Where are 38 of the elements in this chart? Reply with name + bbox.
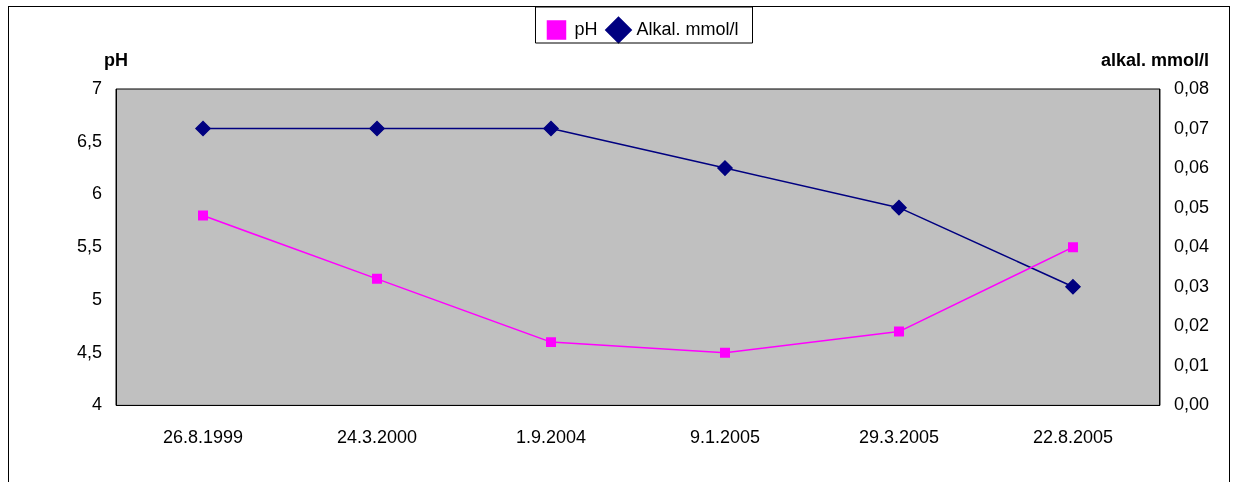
y-tick-label: 5	[92, 288, 103, 309]
y-tick-label: 6,5	[76, 130, 103, 151]
x-tick-label: 22.8.2005	[1032, 427, 1114, 448]
point	[372, 273, 382, 284]
y-tick-label: 4	[92, 394, 103, 415]
y-tick-label: 7	[92, 77, 103, 98]
point	[198, 210, 209, 221]
y2-tick-label: 0,04	[1173, 236, 1210, 257]
point	[195, 120, 211, 137]
x-tick-label: 29.3.2005	[858, 427, 940, 448]
point	[891, 199, 907, 216]
y2-tick-label: 0,07	[1173, 117, 1210, 138]
point	[720, 347, 730, 358]
point	[893, 326, 904, 337]
x-tick-label: 1.9.2004	[515, 427, 587, 448]
y2-tick-label: 0,00	[1173, 394, 1210, 415]
point	[369, 120, 385, 137]
y2-tick-label: 0,08	[1173, 77, 1210, 98]
point	[543, 120, 559, 137]
y-tick-label: 4,5	[76, 341, 103, 362]
x-tick-label: 26.8.1999	[162, 427, 244, 448]
legend-label: pH	[574, 18, 598, 39]
point	[717, 160, 733, 176]
y2-tick-label: 0,02	[1173, 315, 1210, 336]
y2-tick-label: 0,03	[1173, 275, 1210, 296]
point	[546, 337, 556, 348]
y2-tick-label: 0,05	[1173, 196, 1210, 217]
x-tick-label: 24.3.2000	[336, 427, 418, 448]
y2-tick-label: 0,06	[1173, 157, 1210, 178]
y-axis-title: pH	[104, 49, 128, 70]
legend-label: Alkal. mmol/l	[636, 18, 739, 39]
y-tick-label: 5,5	[76, 236, 103, 257]
x-tick-label: 9.1.2005	[689, 427, 761, 448]
point	[1067, 242, 1078, 253]
y2-tick-label: 0,01	[1173, 354, 1210, 375]
y2-axis-title: alkal. mmol/l	[1100, 49, 1209, 70]
y-tick-label: 6	[92, 183, 103, 204]
point	[1065, 279, 1081, 295]
